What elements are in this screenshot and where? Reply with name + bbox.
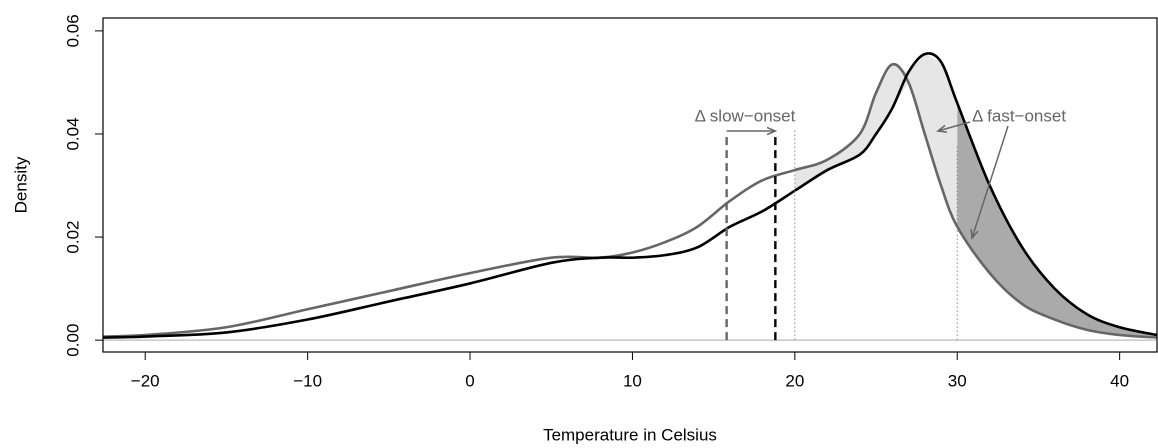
- y-tick-label: 0.02: [63, 221, 82, 254]
- annotation-arrowhead: [936, 124, 948, 133]
- annotation: Δ fast−onset: [972, 106, 1066, 125]
- x-tick-label: 10: [623, 371, 642, 390]
- density-line: [102, 62, 1158, 339]
- shaded-region: [794, 54, 958, 227]
- annotation-arrow: [937, 121, 971, 132]
- x-tick-label: 0: [465, 371, 474, 390]
- annotation-arrow: [971, 125, 1009, 239]
- annotation: Δ slow−onset: [695, 106, 796, 125]
- y-tick-label: 0.04: [63, 117, 82, 150]
- y-tick-label: 0.06: [63, 14, 82, 47]
- y-axis-label: Density: [11, 156, 30, 213]
- x-tick-label: −20: [131, 371, 160, 390]
- plot-frame: [102, 17, 1158, 353]
- x-tick-label: −10: [293, 371, 322, 390]
- x-tick-label: 30: [948, 371, 967, 390]
- annotation-arrowhead: [766, 126, 778, 136]
- x-axis-label: Temperature in Celsius: [543, 425, 717, 444]
- shaded-region: [957, 103, 1157, 338]
- x-tick-label: 20: [785, 371, 804, 390]
- x-tick-label: 40: [1110, 371, 1129, 390]
- y-tick-label: 0.00: [63, 324, 82, 357]
- density-line: [102, 52, 1158, 339]
- annotation-arrowhead: [970, 228, 979, 240]
